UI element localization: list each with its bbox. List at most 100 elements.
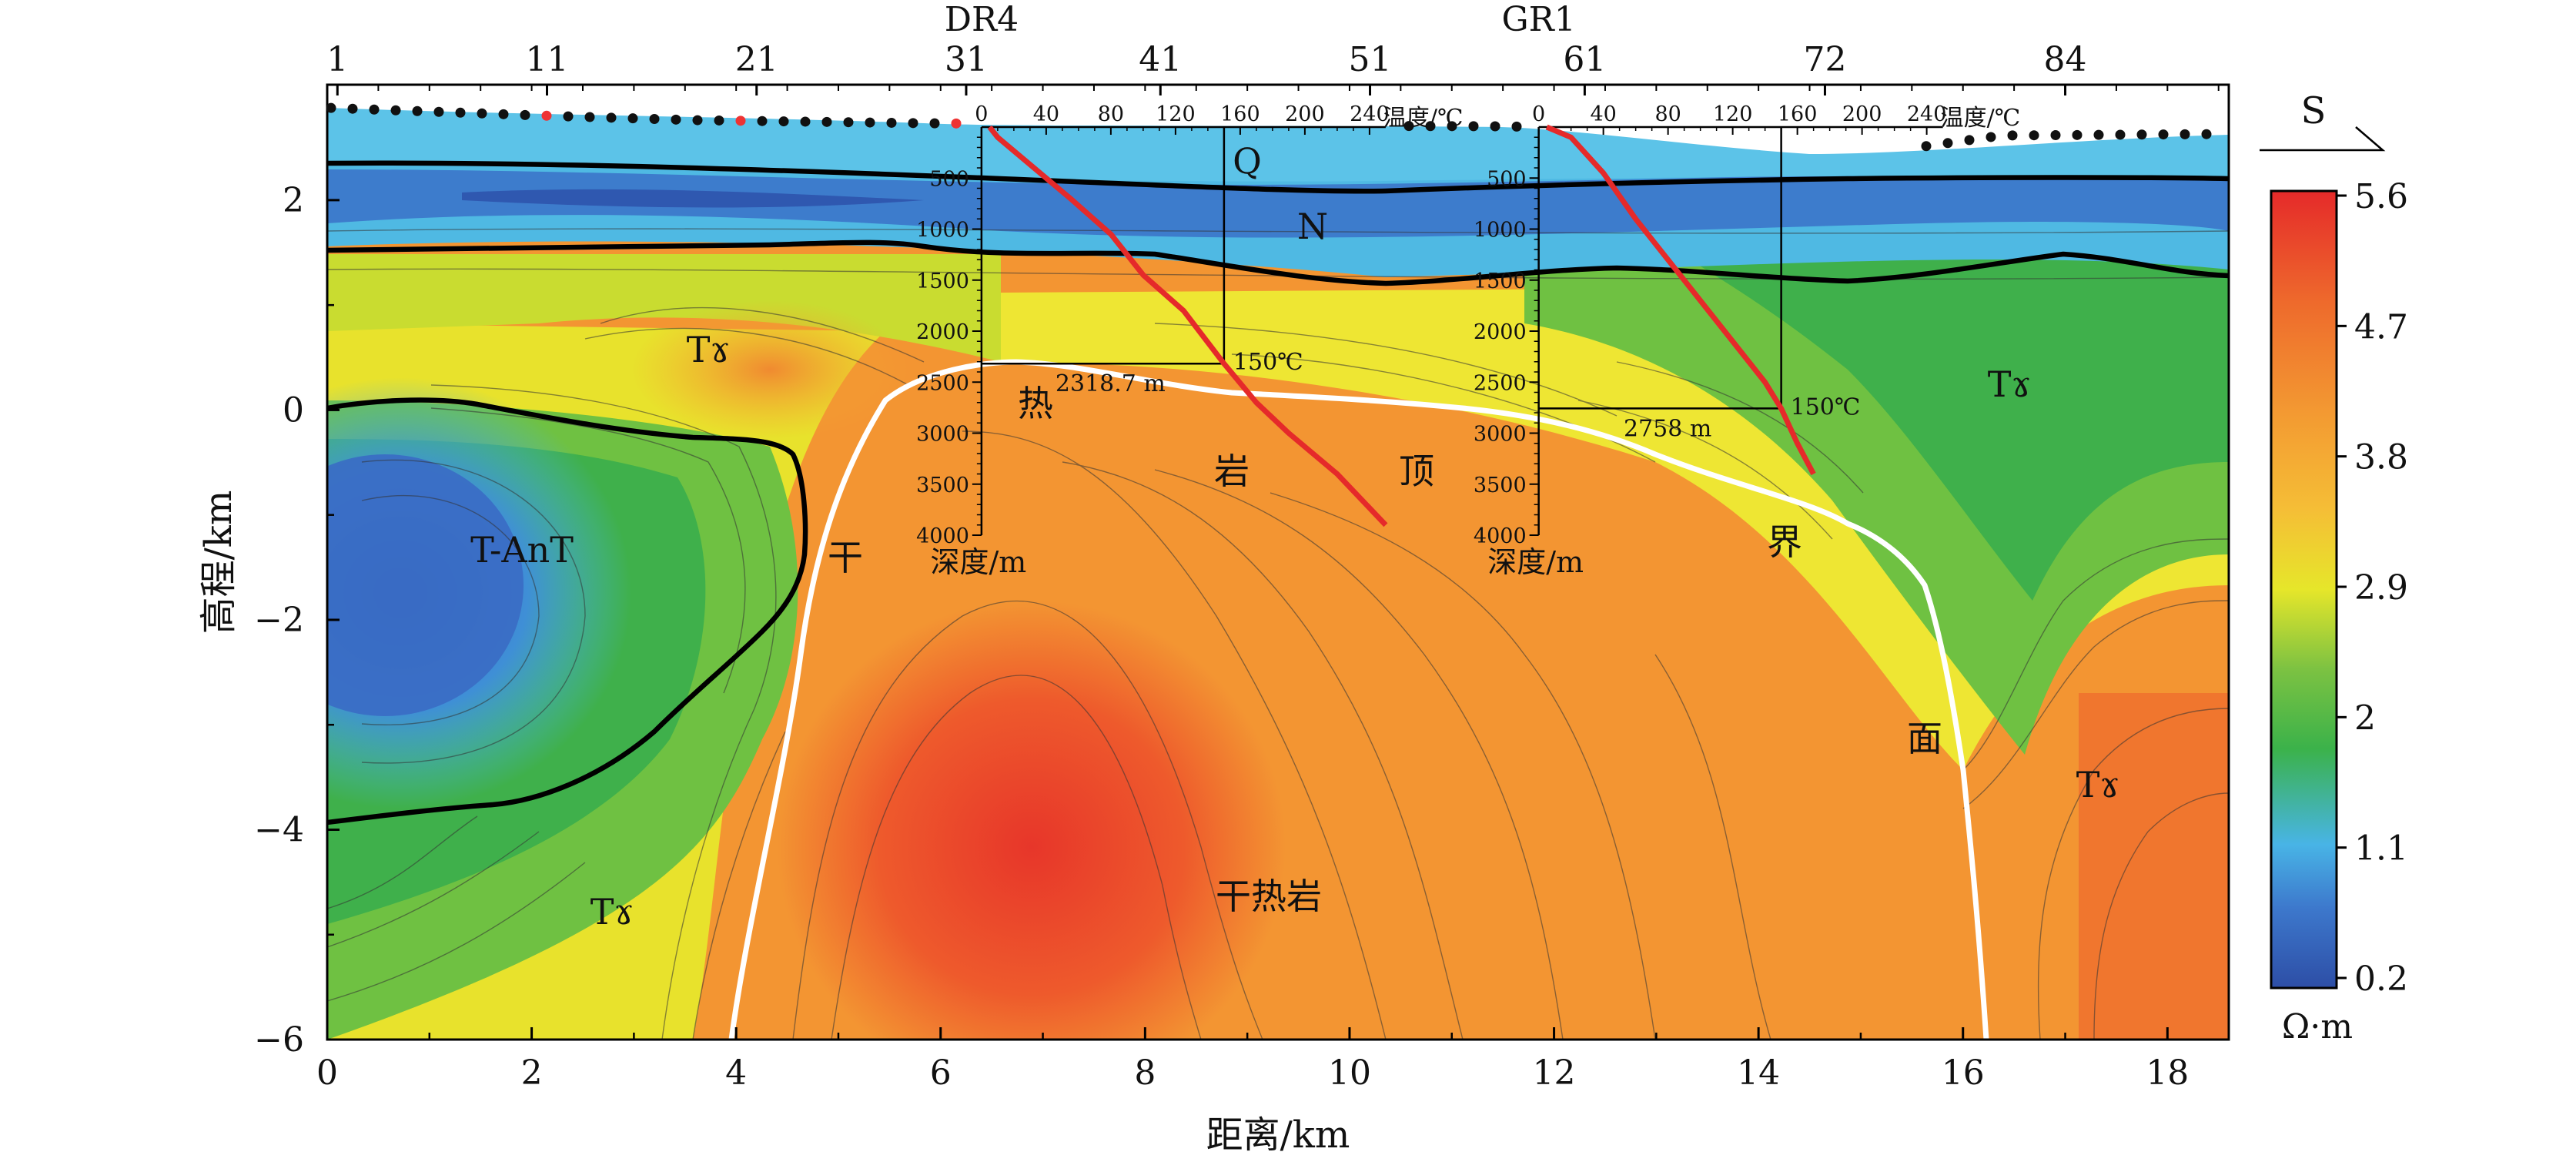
x-axis-title: 距离/km xyxy=(1206,1113,1350,1157)
well-temp-tick-label: 0 xyxy=(1532,102,1545,126)
well-temp-tick-label: 120 xyxy=(1713,102,1753,126)
unit-label-hdr: 干热岩 xyxy=(1216,876,1322,917)
well-temp-tick-label: 120 xyxy=(1156,102,1196,126)
station-dot xyxy=(843,117,854,128)
colorbar-tick-label: 5.6 xyxy=(2354,177,2408,216)
station-axis: 1 11 21 31 41 51 61 72 84 xyxy=(326,40,2220,95)
station-dot xyxy=(2115,129,2126,140)
geologic-boundaries xyxy=(327,160,2229,825)
station-dot xyxy=(390,105,401,116)
station-dot xyxy=(2093,129,2104,140)
y-tick-label: −6 xyxy=(254,1020,304,1060)
well-depth-axis-label: 深度/m xyxy=(930,545,1026,579)
station-dot xyxy=(477,108,487,119)
station-dot xyxy=(1921,141,1932,152)
station-label: 84 xyxy=(2044,40,2087,79)
orientation-arrow xyxy=(2260,126,2386,152)
x-tick-label: 16 xyxy=(1942,1053,1985,1093)
mt-stations xyxy=(326,102,2212,152)
well-name: DR4 xyxy=(945,0,1019,39)
station-label: 51 xyxy=(1349,40,1392,79)
unit-label-tr-2: Tɤ xyxy=(1988,363,2032,405)
station-dot xyxy=(929,118,940,129)
colorbar-tick-label: 1.1 xyxy=(2354,829,2408,869)
station-dot xyxy=(821,116,832,127)
station-dot xyxy=(369,104,380,115)
orientation-label: S xyxy=(2301,89,2327,132)
unit-label-tr-4: Tɤ xyxy=(590,891,634,933)
station-dot xyxy=(778,116,789,127)
station-dot xyxy=(1403,121,1414,132)
boundary-label-5: 界 xyxy=(1767,521,1802,563)
station-dot xyxy=(692,115,703,126)
colorbar-ticks: 5.6 4.7 3.8 2.9 2 1.1 0.2 xyxy=(2337,177,2408,999)
well-depth-tick-label: 500 xyxy=(929,167,969,191)
station-label: 11 xyxy=(526,40,569,79)
station-dot xyxy=(1511,121,1522,132)
unit-label-q: Q xyxy=(1233,140,1262,182)
station-dot xyxy=(1468,121,1479,132)
x-tick-label: 6 xyxy=(930,1053,952,1093)
station-dot xyxy=(627,113,638,124)
x-tick-label: 14 xyxy=(1737,1053,1780,1093)
isotherm-label: 150℃ xyxy=(1233,349,1303,376)
station-dot xyxy=(1964,135,1975,146)
n-tr-boundary xyxy=(327,239,2229,286)
colorbar: S 5.6 4.7 3.8 2.9 2 1.1 0.2 Ω·m xyxy=(2260,89,2408,1046)
station-dot xyxy=(757,116,768,126)
well-depth-tick-label: 4000 xyxy=(1474,524,1527,548)
x-tick-label: 2 xyxy=(521,1053,543,1093)
station-dot xyxy=(1425,121,1436,132)
boundary-label-2: 热 xyxy=(1018,383,1053,424)
station-dot xyxy=(326,102,336,113)
unit-label-t-ant: T-AnT xyxy=(470,529,574,571)
boundary-label-4: 顶 xyxy=(1399,450,1434,492)
station-dot xyxy=(671,114,681,125)
station-dot xyxy=(865,117,875,128)
station-dot xyxy=(2050,130,2061,141)
station-label: 31 xyxy=(945,40,988,79)
well-temp-tick-label: 160 xyxy=(1778,102,1818,126)
x-tick-label: 18 xyxy=(2146,1053,2189,1093)
station-dot xyxy=(1986,132,1996,142)
y-axis-title: 高程/km xyxy=(197,491,240,635)
well-depth-tick-label: 1000 xyxy=(1474,219,1527,243)
station-dot xyxy=(347,103,358,114)
station-label: 1 xyxy=(326,40,348,79)
q-n-boundary xyxy=(327,160,2229,194)
isotherm-depth-label: 2758 m xyxy=(1624,415,1711,442)
resistivity-contours xyxy=(327,228,2229,1040)
well-temp-tick-label: 200 xyxy=(1842,102,1882,126)
well-temp-axis-label: 温度/℃ xyxy=(1941,105,2021,132)
x-axis: 0 2 4 6 8 10 12 14 16 18 xyxy=(316,1027,2189,1093)
well-depth-tick-label: 1500 xyxy=(916,270,969,293)
x-tick-label: 10 xyxy=(1328,1053,1371,1093)
well-depth-tick-label: 1500 xyxy=(1474,270,1527,293)
boundary-label-1: 干 xyxy=(828,537,863,578)
well-temp-tick-label: 40 xyxy=(1590,102,1616,126)
well-depth-tick-label: 2000 xyxy=(1474,320,1527,344)
well-depth-tick-label: 1000 xyxy=(916,219,969,243)
station-dot xyxy=(2158,129,2169,140)
well-temp-tick-label: 160 xyxy=(1220,102,1260,126)
temperature-log xyxy=(987,125,1388,527)
y-tick-label: −4 xyxy=(254,810,304,849)
well-temp-tick-label: 240 xyxy=(1907,102,1947,126)
temperature-log xyxy=(1545,124,1816,476)
station-dot xyxy=(800,116,811,127)
station-dot xyxy=(2007,130,2018,141)
plot-frame xyxy=(326,83,2230,1041)
station-dot xyxy=(1942,138,1953,149)
well-temp-tick-label: 80 xyxy=(1654,102,1681,126)
y-tick-label: 2 xyxy=(283,181,304,220)
y-tick-label: −2 xyxy=(254,601,304,640)
x-tick-label: 4 xyxy=(725,1053,747,1093)
colorbar-tick-label: 2 xyxy=(2354,698,2376,738)
station-dot xyxy=(2136,129,2147,140)
x-tick-label: 8 xyxy=(1134,1053,1156,1093)
station-dot xyxy=(1490,121,1500,132)
well-depth-tick-label: 500 xyxy=(1487,167,1527,191)
